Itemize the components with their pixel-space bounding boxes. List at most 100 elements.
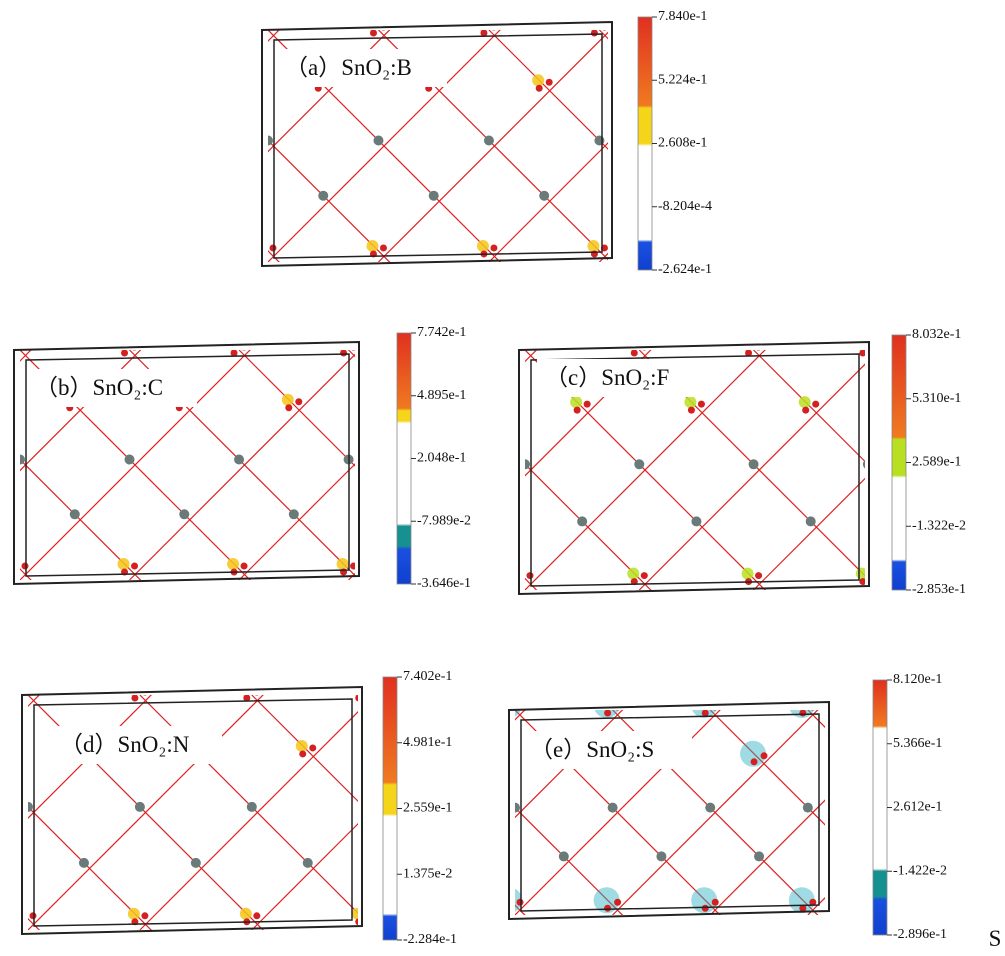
oxygen-atom bbox=[460, 563, 467, 570]
tin-atom bbox=[656, 851, 667, 862]
electron-density bbox=[970, 568, 982, 580]
tin-atom bbox=[134, 801, 145, 812]
bond bbox=[896, 281, 1005, 580]
oxygen-atom bbox=[614, 404, 621, 411]
tin-atom bbox=[638, 858, 648, 868]
colorbar-tick-label: 1.375e-2 bbox=[403, 866, 452, 881]
electron-density bbox=[422, 295, 434, 307]
tin-atom bbox=[852, 656, 862, 666]
tin-atom bbox=[520, 231, 530, 241]
tin-atom bbox=[471, 802, 481, 812]
oxygen-atom bbox=[630, 350, 638, 357]
oxygen-atom bbox=[480, 30, 488, 37]
electron-density bbox=[351, 907, 358, 920]
bond bbox=[753, 477, 865, 590]
tin-atom bbox=[691, 288, 701, 298]
oxygen-atom bbox=[711, 24, 718, 31]
tin-atom bbox=[461, 851, 471, 861]
oxygen-atom bbox=[29, 912, 37, 920]
tin-atom bbox=[594, 135, 605, 146]
oxygen-atom bbox=[409, 710, 416, 717]
oxygen-atom bbox=[467, 918, 474, 925]
oxygen-atom bbox=[573, 406, 581, 414]
oxygen-atom bbox=[756, 350, 761, 351]
bond bbox=[238, 350, 355, 467]
colorbar-tick-label: 5.310e-1 bbox=[912, 391, 961, 406]
oxygen-atom bbox=[589, 689, 596, 696]
label-background bbox=[27, 369, 197, 407]
oxygen-atom bbox=[646, 306, 653, 313]
electron-density bbox=[146, 19, 158, 31]
electron-density bbox=[120, 350, 127, 351]
electron-density bbox=[864, 74, 876, 86]
oxygen-atom bbox=[369, 30, 377, 37]
tin-atom bbox=[428, 190, 439, 201]
oxygen-atom bbox=[688, 635, 695, 642]
oxygen-atom bbox=[315, 306, 322, 313]
oxygen-atom bbox=[395, 623, 402, 630]
electron-density bbox=[90, 295, 102, 307]
tin-atom bbox=[78, 857, 89, 868]
electron-density bbox=[855, 567, 865, 580]
label-background bbox=[537, 359, 707, 397]
oxygen-atom bbox=[760, 752, 768, 760]
oxygen-atom bbox=[365, 912, 372, 919]
tin-atom bbox=[42, 135, 52, 145]
electron-density bbox=[684, 625, 696, 637]
oxygen-atom bbox=[295, 398, 303, 406]
tin-atom bbox=[805, 516, 816, 527]
oxygen-atom bbox=[345, 635, 352, 642]
colorbar-tick-label: -8.204e-4 bbox=[658, 199, 712, 214]
tin-atom bbox=[977, 459, 987, 469]
oxygen-atom bbox=[450, 569, 457, 576]
oxygen-atom bbox=[907, 704, 914, 711]
electron-density bbox=[698, 240, 710, 252]
bond bbox=[27, 649, 294, 916]
colorbar-tick-label: 5.224e-1 bbox=[658, 72, 707, 87]
electron-density bbox=[627, 567, 640, 580]
oxygen-atom bbox=[917, 635, 924, 642]
tin-atom bbox=[349, 516, 359, 526]
electron-density bbox=[295, 739, 308, 752]
bond bbox=[699, 625, 1005, 931]
cell-box bbox=[530, 353, 860, 587]
tin-atom bbox=[527, 634, 537, 644]
tin-atom bbox=[291, 459, 301, 469]
bond bbox=[710, 0, 1005, 262]
oxygen-atom bbox=[458, 758, 465, 765]
oxygen-atom bbox=[412, 344, 419, 351]
oxygen-atom bbox=[299, 750, 307, 758]
tin-atom bbox=[508, 290, 518, 300]
colorbar-tick-label: 2.608e-1 bbox=[658, 136, 707, 151]
oxygen-atom bbox=[927, 629, 934, 636]
bond bbox=[268, 30, 391, 153]
oxygen-atom bbox=[468, 752, 475, 759]
oxygen-atom bbox=[370, 752, 377, 759]
label-background bbox=[52, 726, 222, 764]
electron-density bbox=[90, 74, 102, 86]
oxygen-atom bbox=[104, 79, 111, 86]
bond bbox=[525, 463, 652, 590]
oxygen-atom bbox=[545, 78, 553, 86]
bond bbox=[931, 30, 1005, 332]
oxygen-atom bbox=[214, 79, 221, 86]
oxygen-atom bbox=[604, 904, 612, 912]
oxygen-atom bbox=[624, 398, 631, 405]
oxygen-atom bbox=[504, 404, 511, 411]
electron-density bbox=[446, 558, 458, 570]
oxygen-atom bbox=[812, 30, 819, 37]
electron-density bbox=[456, 625, 468, 637]
bond bbox=[820, 30, 1005, 332]
bond bbox=[0, 649, 196, 916]
tin-atom bbox=[268, 135, 273, 146]
cell-box bbox=[33, 698, 353, 927]
tin-atom bbox=[607, 802, 618, 813]
oxygen-atom bbox=[285, 623, 292, 630]
tin-atom bbox=[461, 656, 471, 666]
colorbar bbox=[637, 16, 653, 271]
electron-density bbox=[146, 240, 158, 252]
tin-atom bbox=[656, 656, 666, 666]
electron-density bbox=[556, 558, 568, 570]
oxygen-atom bbox=[984, 344, 991, 351]
tin-atom bbox=[754, 851, 765, 862]
